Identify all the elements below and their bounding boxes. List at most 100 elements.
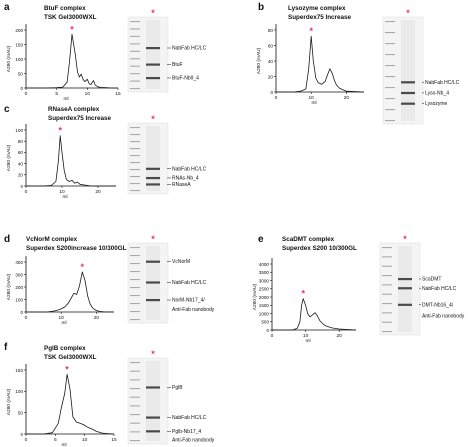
gel-ladder-band-f-3 bbox=[130, 388, 140, 390]
y-tick-label-e-0: 4000 bbox=[259, 262, 270, 267]
gel-sample-lane-f bbox=[146, 361, 160, 441]
chromatogram-trace-a bbox=[26, 33, 118, 89]
y-tick-label-a-3: 50 bbox=[18, 71, 24, 76]
gel-ladder-band-c-2 bbox=[130, 141, 140, 143]
gel-ladder-band-e-9 bbox=[382, 331, 392, 333]
y-axis-label-c: A280 (mAU) bbox=[6, 144, 12, 171]
panel-letter-c: c bbox=[4, 104, 10, 115]
panel-letter-d: d bbox=[4, 234, 10, 245]
gel-sample-band-a-0 bbox=[146, 47, 160, 50]
panel-letter-a: a bbox=[4, 2, 10, 13]
peak-star-c: * bbox=[58, 126, 62, 136]
gel-sample-band-f-1 bbox=[146, 416, 160, 419]
gel-ladder-band-f-8 bbox=[130, 431, 140, 433]
chromatogram-trace-f bbox=[26, 373, 115, 435]
x-tick-label-b-0: 0 bbox=[275, 95, 278, 101]
chromatogram-trace-c bbox=[26, 135, 116, 187]
gel-ladder-band-b-6 bbox=[385, 87, 395, 89]
gel-sample-band-a-1 bbox=[146, 63, 160, 66]
y-tick-label-f-2: 50 bbox=[18, 410, 24, 415]
gel-ladder-band-c-9 bbox=[130, 190, 140, 192]
band-label-b-0: NabFab HC/LC bbox=[425, 80, 460, 86]
gel-ladder-band-d-7 bbox=[130, 303, 140, 305]
band-label-d-0: VcNorM bbox=[172, 259, 190, 265]
gel-sample-band-d-2 bbox=[146, 299, 160, 302]
gel-sample-band-f-0 bbox=[146, 386, 160, 389]
x-tick-label-d-1: 10 bbox=[59, 315, 65, 321]
gel-ladder-band-e-0 bbox=[382, 247, 392, 249]
y-tick-label-a-1: 150 bbox=[15, 42, 23, 47]
x-tick-label-e-2: 20 bbox=[337, 333, 343, 339]
y-tick-label-e-3: 2500 bbox=[259, 287, 270, 292]
y-axis-label-d: A280 (mAU) bbox=[6, 273, 12, 300]
panel-title-f-0: PglB complex bbox=[44, 345, 86, 352]
gel-ladder-band-d-9 bbox=[130, 319, 140, 321]
gel-ladder-band-c-4 bbox=[130, 155, 140, 157]
gel-sample-band-e-0 bbox=[398, 277, 412, 281]
y-tick-label-b-0: 80 bbox=[268, 28, 274, 33]
band-label-f-3: Anti-Fab nanobody bbox=[172, 437, 215, 443]
band-label-b-1: Lyso-Nb_4 bbox=[425, 91, 449, 97]
gel-sample-band-b-2 bbox=[401, 102, 415, 105]
gel-sample-lane-c bbox=[146, 126, 160, 191]
x-tick-label-b-1: 10 bbox=[309, 95, 315, 101]
gel-sample-band-c-2 bbox=[146, 183, 160, 186]
gel-ladder-band-e-5 bbox=[382, 293, 392, 295]
gel-ladder-band-b-3 bbox=[385, 54, 395, 56]
y-tick-label-b-2: 40 bbox=[268, 59, 274, 64]
peak-star-b: * bbox=[309, 26, 313, 36]
y-tick-label-e-8: 0 bbox=[266, 328, 269, 333]
panel-title-b-1: Superdex75 Increase bbox=[288, 14, 352, 21]
y-tick-label-d-1: 300 bbox=[15, 272, 23, 277]
gel-ladder-band-e-4 bbox=[382, 284, 392, 286]
y-tick-label-a-2: 100 bbox=[15, 57, 23, 62]
gel-ladder-band-a-4 bbox=[130, 50, 140, 52]
gel-ladder-band-d-6 bbox=[130, 295, 140, 297]
x-tick-label-c-0: 0 bbox=[25, 189, 28, 195]
gel-ladder-band-c-7 bbox=[130, 176, 140, 178]
band-label-a-1: BtuF bbox=[172, 62, 183, 68]
x-axis-label-b: ml bbox=[311, 100, 316, 106]
panel-letter-b: b bbox=[258, 2, 264, 13]
panel-title-e-1: Superdex S200 10/300GL bbox=[282, 245, 357, 252]
x-tick-label-b-2: 20 bbox=[344, 95, 350, 101]
y-tick-label-c-5: 0 bbox=[20, 184, 23, 189]
y-tick-label-c-4: 20 bbox=[18, 173, 24, 178]
gel-ladder-band-f-2 bbox=[130, 379, 140, 381]
y-tick-label-f-0: 150 bbox=[15, 368, 23, 373]
gel-sample-band-d-1 bbox=[146, 281, 160, 284]
y-tick-label-a-0: 200 bbox=[15, 28, 23, 33]
gel-ladder-band-d-3 bbox=[130, 271, 140, 273]
y-tick-label-e-5: 1500 bbox=[259, 303, 270, 308]
gel-sample-band-e-2 bbox=[398, 303, 412, 306]
gel-ladder-band-b-0 bbox=[385, 21, 395, 23]
peak-star-f: * bbox=[65, 364, 69, 374]
y-tick-label-e-4: 2000 bbox=[259, 295, 270, 300]
gel-ladder-band-c-0 bbox=[130, 127, 140, 129]
y-tick-label-c-2: 60 bbox=[18, 150, 24, 155]
gel-ladder-band-c-6 bbox=[130, 169, 140, 171]
band-label-d-1: NabFab HC/LC bbox=[172, 280, 207, 286]
band-label-e-2: DMT-Nb16_4/ bbox=[422, 302, 454, 308]
panel-title-c-0: RNaseA complex bbox=[48, 106, 100, 113]
peak-star-d: * bbox=[81, 262, 85, 272]
gel-ladder-band-b-2 bbox=[385, 43, 395, 45]
y-tick-label-e-2: 3000 bbox=[259, 278, 270, 283]
band-label-d-3: Anti-Fab nanobody bbox=[172, 307, 215, 313]
panel-title-c-1: Superdex75 Increase bbox=[48, 115, 112, 122]
gel-ladder-band-a-3 bbox=[130, 43, 140, 45]
gel-lane-star-e: * bbox=[403, 234, 407, 244]
gel-ladder-band-f-0 bbox=[130, 362, 140, 364]
y-tick-label-e-6: 1000 bbox=[259, 311, 270, 316]
y-tick-label-f-3: 0 bbox=[20, 432, 23, 437]
x-tick-label-c-2: 20 bbox=[95, 189, 101, 195]
panel-title-a-1: TSK Gel3000WXL bbox=[44, 14, 97, 21]
gel-ladder-band-a-7 bbox=[130, 73, 140, 75]
band-label-e-0: ScaDMT bbox=[422, 277, 441, 283]
y-tick-label-f-1: 100 bbox=[15, 389, 23, 394]
x-tick-label-a-0: 0 bbox=[25, 91, 28, 97]
gel-sample-band-c-1 bbox=[146, 176, 160, 180]
peak-star-e: * bbox=[301, 289, 305, 299]
gel-ladder-band-d-5 bbox=[130, 287, 140, 289]
